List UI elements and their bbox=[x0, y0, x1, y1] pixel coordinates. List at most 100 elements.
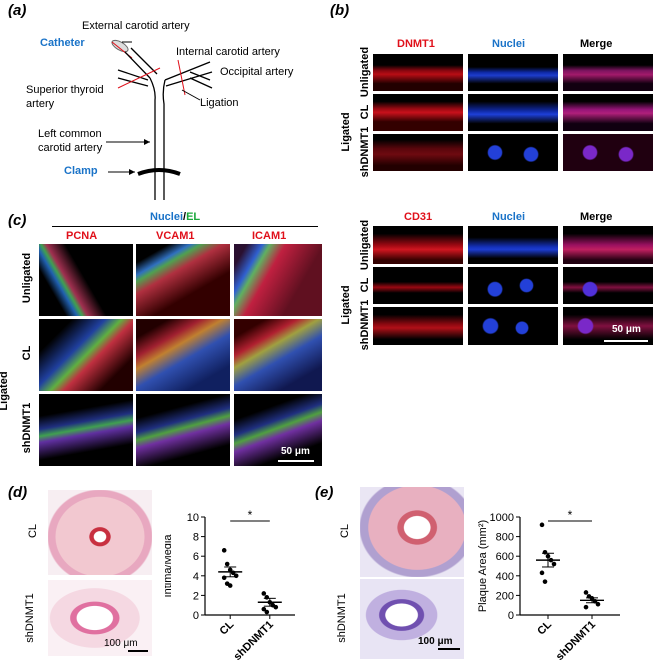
c-tile-vcam1-cl bbox=[136, 319, 230, 391]
e-image-cl bbox=[360, 487, 464, 577]
b-row-shdnmt1-bottom: shDNMT1 bbox=[359, 299, 371, 351]
y-tick-label: 8 bbox=[193, 532, 199, 544]
b-tile-merge-shdnmt1 bbox=[563, 134, 653, 171]
label-left-common-1: Left common bbox=[38, 128, 102, 140]
c-col-icam1: ICAM1 bbox=[252, 230, 287, 242]
b-tile-merge-cl bbox=[563, 94, 653, 131]
y-tick-label: 10 bbox=[187, 512, 199, 524]
b-tile-cd31-unligated bbox=[373, 226, 463, 264]
c-tile-pcna-cl bbox=[39, 319, 133, 391]
data-point bbox=[273, 604, 279, 610]
x-tick-label: CL bbox=[535, 618, 554, 637]
b-col-merge: Merge bbox=[580, 38, 613, 50]
b-tile-merge2-unligated bbox=[563, 226, 653, 264]
panel-label-b: (b) bbox=[330, 2, 350, 19]
y-tick-label: 800 bbox=[496, 532, 514, 544]
b-col-cd31: CD31 bbox=[404, 211, 433, 223]
x-tick-label: shDNMT1 bbox=[232, 619, 276, 663]
b-tile-nuclei2-unligated bbox=[468, 226, 558, 264]
e-row-shdnmt1: shDNMT1 bbox=[336, 593, 348, 643]
data-point bbox=[261, 606, 267, 612]
b-col-nuclei: Nuclei bbox=[492, 38, 526, 50]
data-point bbox=[551, 561, 557, 567]
d-row-cl: CL bbox=[27, 523, 39, 539]
label-ligation: Ligation bbox=[200, 97, 239, 109]
data-point bbox=[233, 573, 239, 579]
label-occipital: Occipital artery bbox=[220, 66, 294, 78]
label-superior-thyroid-2: artery bbox=[26, 98, 55, 110]
b-col-nuclei-2: Nuclei bbox=[492, 211, 526, 223]
x-tick-label: CL bbox=[217, 618, 236, 637]
y-tick-label: 4 bbox=[193, 571, 199, 583]
data-point bbox=[221, 548, 227, 553]
e-scale-bar bbox=[438, 648, 460, 650]
b-tile-dnmt1-cl bbox=[373, 94, 463, 131]
label-superior-thyroid-1: Superior thyroid bbox=[26, 84, 104, 96]
panel-label-d: (d) bbox=[8, 484, 28, 501]
label-external-carotid: External carotid artery bbox=[82, 20, 190, 32]
b-scale-bar bbox=[604, 340, 648, 342]
b-ligated-bottom: Ligated bbox=[340, 285, 352, 325]
e-row-cl: CL bbox=[339, 523, 351, 539]
c-scale-label: 50 μm bbox=[281, 446, 310, 457]
b-tile-dnmt1-shdnmt1 bbox=[373, 134, 463, 171]
y-tick-label: 0 bbox=[193, 610, 199, 622]
c-scale-bar bbox=[278, 460, 314, 462]
y-axis-label: Plaque Area (mm²) bbox=[477, 520, 489, 612]
data-point bbox=[583, 590, 589, 595]
c-tile-pcna-unligated bbox=[39, 244, 133, 316]
data-point bbox=[221, 575, 227, 581]
c-tile-pcna-shdnmt1 bbox=[39, 394, 133, 466]
panel-label-a: (a) bbox=[8, 2, 27, 19]
y-tick-label: 600 bbox=[496, 551, 514, 563]
x-tick-label: shDNMT1 bbox=[554, 619, 598, 663]
b-tile-cd31-cl bbox=[373, 267, 463, 304]
data-point bbox=[224, 561, 230, 567]
label-internal-carotid: Internal carotid artery bbox=[176, 46, 280, 58]
e-image-shdnmt1 bbox=[360, 579, 464, 659]
significance-star: * bbox=[568, 508, 573, 522]
label-left-common-2: carotid artery bbox=[38, 142, 103, 154]
b-tile-nuclei2-shdnmt1 bbox=[468, 307, 558, 345]
c-row-cl: CL bbox=[21, 345, 33, 361]
b-tile-nuclei-shdnmt1 bbox=[468, 134, 558, 171]
y-tick-label: 2 bbox=[193, 590, 199, 602]
label-catheter: Catheter bbox=[40, 37, 85, 49]
b-tile-nuclei-cl bbox=[468, 94, 558, 131]
y-tick-label: 200 bbox=[496, 590, 514, 602]
data-point bbox=[227, 583, 233, 588]
c-col-pcna: PCNA bbox=[66, 230, 98, 242]
c-tile-vcam1-shdnmt1 bbox=[136, 394, 230, 466]
c-tile-icam1-shdnmt1 bbox=[234, 394, 322, 466]
c-header-nuclei: Nuclei bbox=[150, 211, 184, 223]
c-header: Nuclei/EL bbox=[150, 211, 200, 223]
c-header-el: EL bbox=[186, 211, 201, 223]
d-scale-label: 100 μm bbox=[104, 638, 138, 649]
c-col-vcam1: VCAM1 bbox=[156, 230, 195, 242]
b-tile-merge-unligated bbox=[563, 54, 653, 91]
significance-star: * bbox=[248, 508, 253, 522]
b-tile-nuclei2-cl bbox=[468, 267, 558, 304]
d-scale-bar bbox=[128, 650, 148, 652]
data-point bbox=[542, 579, 548, 584]
c-row-shdnmt1: shDNMT1 bbox=[21, 402, 33, 454]
d-image-shdnmt1 bbox=[48, 580, 152, 656]
data-point bbox=[264, 609, 270, 615]
data-point bbox=[539, 522, 545, 528]
b-tile-dnmt1-unligated bbox=[373, 54, 463, 91]
panel-label-c: (c) bbox=[8, 212, 27, 229]
data-point bbox=[261, 591, 267, 596]
b-scale-label: 50 μm bbox=[612, 324, 641, 335]
y-tick-label: 400 bbox=[496, 571, 514, 583]
c-tile-icam1-unligated bbox=[234, 244, 322, 316]
b-tile-merge2-shdnmt1 bbox=[563, 307, 653, 345]
label-clamp: Clamp bbox=[64, 165, 98, 177]
c-tile-vcam1-unligated bbox=[136, 244, 230, 316]
data-point bbox=[583, 604, 589, 610]
c-header-line bbox=[52, 226, 318, 227]
b-col-dnmt1: DNMT1 bbox=[397, 38, 435, 50]
data-point bbox=[542, 549, 548, 555]
b-tile-cd31-shdnmt1 bbox=[373, 307, 463, 345]
